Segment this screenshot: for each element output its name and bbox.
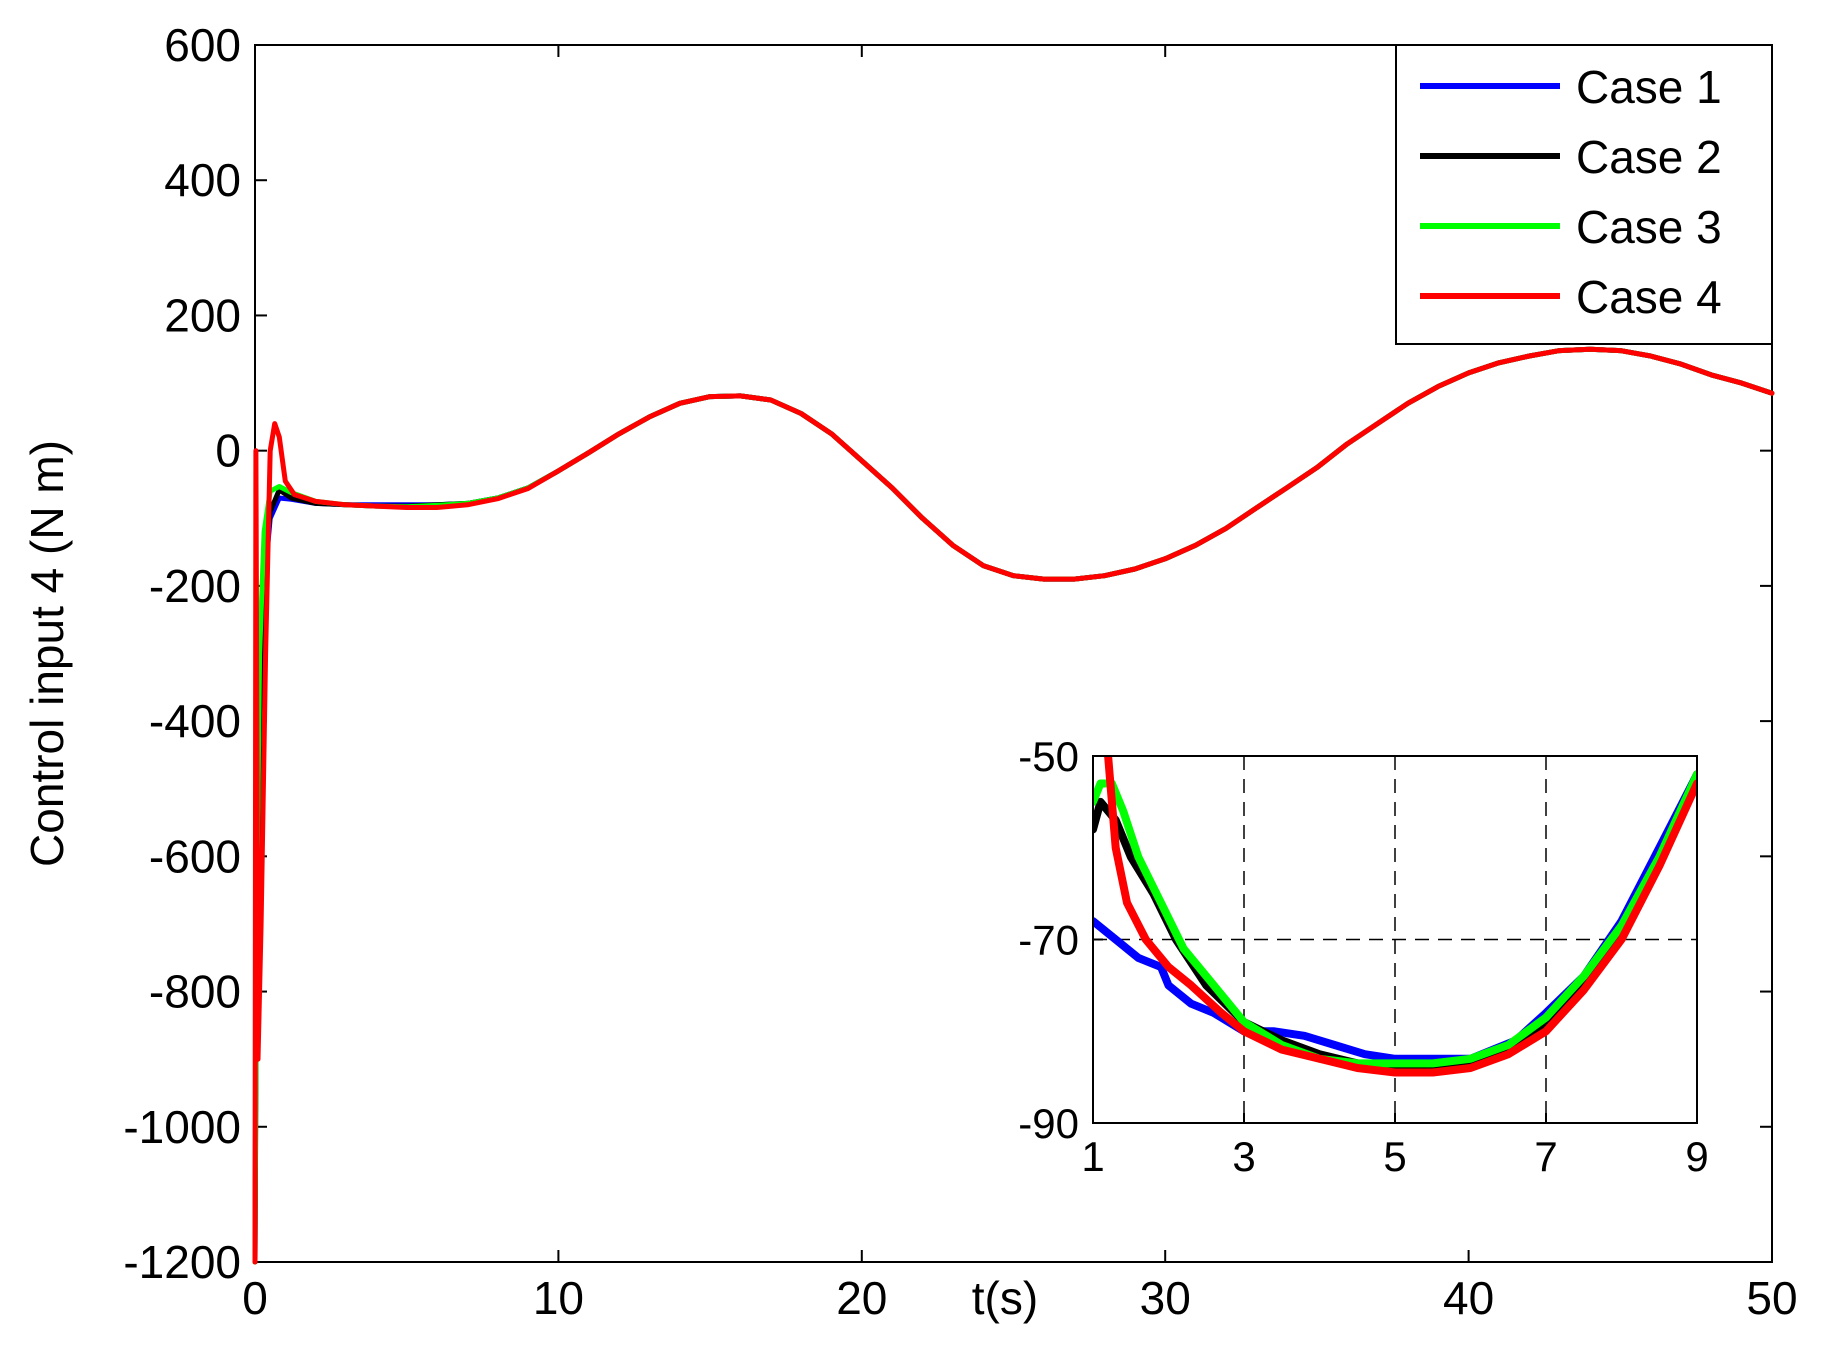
inset-y-tick-label: -70 xyxy=(1018,917,1079,964)
y-tick-label: -400 xyxy=(149,695,241,747)
inset-x-tick-label: 7 xyxy=(1534,1133,1557,1180)
y-tick-label: 200 xyxy=(164,289,241,341)
legend: Case 1 Case 2 Case 3 Case 4 xyxy=(1395,44,1773,345)
x-tick-label: 30 xyxy=(1140,1272,1191,1324)
x-axis-label: t(s) xyxy=(972,1272,1038,1324)
inset-tick-labels: 1 3 5 7 9 -50 -70 -90 xyxy=(1018,733,1708,1180)
y-tick-label: 0 xyxy=(215,425,241,477)
x-tick-label: 20 xyxy=(836,1272,887,1324)
legend-label-3: Case 3 xyxy=(1576,201,1722,253)
inset-x-tick-label: 3 xyxy=(1232,1133,1255,1180)
inset-axes: 1 3 5 7 9 -50 -70 -90 xyxy=(1018,733,1708,1180)
series-line-case-4 xyxy=(252,346,1775,1265)
x-tick-label: 0 xyxy=(242,1272,268,1324)
main-tick-labels: 0 10 20 30 40 50 600 400 200 0 -200 -400 -600 -800 -10… xyxy=(123,19,1797,1324)
y-tick-label: -200 xyxy=(149,560,241,612)
inset-ticks xyxy=(1092,755,1698,1124)
inset-x-tick-label: 9 xyxy=(1685,1133,1708,1180)
y-tick-label: 400 xyxy=(164,154,241,206)
legend-label-4: Case 4 xyxy=(1576,271,1722,323)
y-tick-label: 600 xyxy=(164,19,241,71)
legend-label-2: Case 2 xyxy=(1576,131,1722,183)
main-series xyxy=(252,346,1775,1265)
y-axis-label: Control input 4 (N m) xyxy=(21,440,73,867)
y-tick-label: -1000 xyxy=(123,1101,241,1153)
x-tick-label: 10 xyxy=(533,1272,584,1324)
x-tick-label: 40 xyxy=(1443,1272,1494,1324)
y-tick-label: -800 xyxy=(149,966,241,1018)
inset-x-tick-label: 5 xyxy=(1383,1133,1406,1180)
inset-series-line-case-4 xyxy=(1104,756,1697,1077)
inset-y-tick-label: -50 xyxy=(1018,733,1079,780)
y-tick-label: -600 xyxy=(149,830,241,882)
y-tick-label: -1200 xyxy=(123,1236,241,1288)
inset-x-tick-label: 1 xyxy=(1081,1133,1104,1180)
legend-items: Case 1 Case 2 Case 3 Case 4 xyxy=(1420,61,1722,323)
legend-label-1: Case 1 xyxy=(1576,61,1722,113)
inset-series xyxy=(1093,756,1697,1077)
inset-y-tick-label: -90 xyxy=(1018,1100,1079,1147)
x-tick-label: 50 xyxy=(1746,1272,1797,1324)
